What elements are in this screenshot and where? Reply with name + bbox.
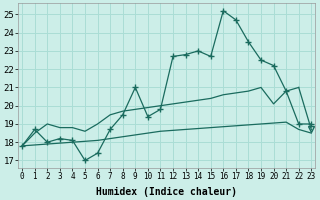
X-axis label: Humidex (Indice chaleur): Humidex (Indice chaleur) [96, 186, 237, 197]
